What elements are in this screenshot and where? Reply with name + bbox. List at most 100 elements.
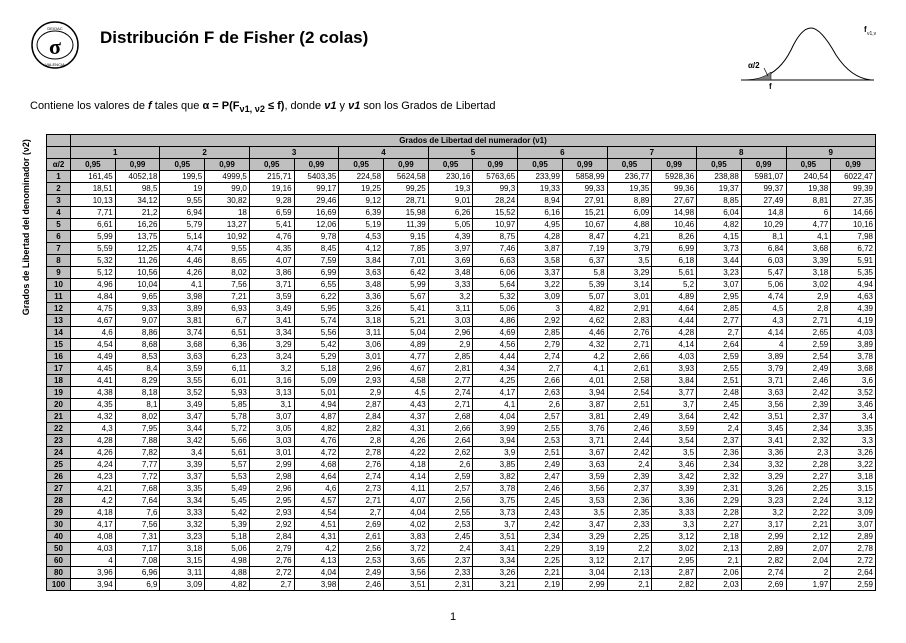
cell: 3,07 xyxy=(697,279,742,291)
cell: 2,74 xyxy=(741,567,786,579)
cell: 3,94 xyxy=(71,579,116,591)
cell: 2,59 xyxy=(697,351,742,363)
logo: σ DEIOAC VALENCIA xyxy=(30,20,80,70)
table-row: 154,548,683,686,363,295,423,064,892,94,5… xyxy=(47,339,876,351)
cell: 4,56 xyxy=(473,339,518,351)
cell: 4,68 xyxy=(294,459,339,471)
cell: 4,1 xyxy=(473,399,518,411)
cell: 4,64 xyxy=(652,303,697,315)
cell: 9,12 xyxy=(339,195,384,207)
cell: 6 xyxy=(786,207,831,219)
cell: 6,03 xyxy=(741,255,786,267)
cell: 2,22 xyxy=(786,507,831,519)
cell: 2,43 xyxy=(518,507,563,519)
corner-cell xyxy=(47,135,71,147)
cell: 3,7 xyxy=(473,519,518,531)
cell: 99,33 xyxy=(562,183,607,195)
cell: 5,41 xyxy=(249,219,294,231)
cell: 2,25 xyxy=(518,555,563,567)
alpha-header: 0,99 xyxy=(115,159,160,171)
cell: 5,72 xyxy=(205,423,250,435)
cell: 2,34 xyxy=(697,459,742,471)
cell: 3,98 xyxy=(160,291,205,303)
cell: 6022,47 xyxy=(831,171,876,183)
cell: 2,66 xyxy=(518,375,563,387)
cell: 3,42 xyxy=(160,435,205,447)
table-row: 254,247,773,395,572,994,682,764,182,63,8… xyxy=(47,459,876,471)
cell: 3,19 xyxy=(562,543,607,555)
cell: 5,66 xyxy=(205,435,250,447)
cell: 2,42 xyxy=(607,447,652,459)
cell: 3,69 xyxy=(428,255,473,267)
cell: 2,39 xyxy=(786,399,831,411)
cell: 3,94 xyxy=(473,435,518,447)
cell: 5403,35 xyxy=(294,171,339,183)
cell: 6,99 xyxy=(294,267,339,279)
cell: 3,2 xyxy=(741,507,786,519)
cell: 5,12 xyxy=(71,267,116,279)
table-row: 504,037,173,185,062,794,22,563,722,43,41… xyxy=(47,543,876,555)
cell: 3,41 xyxy=(249,315,294,327)
cell: 3,18 xyxy=(831,471,876,483)
cell: 4,58 xyxy=(384,375,429,387)
cell: 10,46 xyxy=(652,219,697,231)
cell: 2,9 xyxy=(428,339,473,351)
cell: 3,5 xyxy=(562,507,607,519)
cell: 4,12 xyxy=(339,243,384,255)
row-header: 11 xyxy=(47,291,71,303)
cell: 4,31 xyxy=(384,423,429,435)
cell: 99,3 xyxy=(473,183,518,195)
svg-text:f: f xyxy=(769,82,772,90)
cell: 30,82 xyxy=(205,195,250,207)
cell: 3,32 xyxy=(741,459,786,471)
row-header: 1 xyxy=(47,171,71,183)
table-row: 164,498,533,636,233,245,293,014,772,854,… xyxy=(47,351,876,363)
cell: 2,57 xyxy=(518,411,563,423)
cell: 6,26 xyxy=(428,207,473,219)
cell: 5763,65 xyxy=(473,171,518,183)
cell: 3,09 xyxy=(518,291,563,303)
cell: 29,46 xyxy=(294,195,339,207)
cell: 2,28 xyxy=(786,459,831,471)
cell: 2,7 xyxy=(697,327,742,339)
cell: 5,07 xyxy=(562,291,607,303)
cell: 2,9 xyxy=(786,291,831,303)
alpha-header: 0,99 xyxy=(294,159,339,171)
cell: 3,24 xyxy=(249,351,294,363)
numerator-group: 3 xyxy=(249,147,338,159)
table-row: 204,358,13,495,853,14,942,874,432,714,12… xyxy=(47,399,876,411)
cell: 6,9 xyxy=(115,579,160,591)
cell: 161,45 xyxy=(71,171,116,183)
table-row: 803,966,963,114,882,724,042,493,562,333,… xyxy=(47,567,876,579)
cell: 8,02 xyxy=(205,267,250,279)
cell: 8,02 xyxy=(115,411,160,423)
cell: 4 xyxy=(741,339,786,351)
cell: 10,67 xyxy=(562,219,607,231)
cell: 4,21 xyxy=(71,483,116,495)
cell: 2,49 xyxy=(518,459,563,471)
svg-text:σ: σ xyxy=(49,34,61,59)
cell: 3,46 xyxy=(831,399,876,411)
cell: 3,78 xyxy=(831,351,876,363)
cell: 2,4 xyxy=(428,543,473,555)
cell: 6,22 xyxy=(294,291,339,303)
cell: 3,56 xyxy=(741,399,786,411)
row-header: 7 xyxy=(47,243,71,255)
cell: 2,56 xyxy=(339,543,384,555)
page-number: 1 xyxy=(30,611,876,623)
row-header: 21 xyxy=(47,411,71,423)
cell: 4,22 xyxy=(384,447,429,459)
cell: 4,07 xyxy=(384,495,429,507)
cell: 8,86 xyxy=(115,327,160,339)
cell: 4,39 xyxy=(428,231,473,243)
cell: 9,78 xyxy=(294,231,339,243)
row-header: 8 xyxy=(47,255,71,267)
row-header: 23 xyxy=(47,435,71,447)
cell: 9,15 xyxy=(384,231,429,243)
cell: 2,04 xyxy=(786,555,831,567)
cell: 4,02 xyxy=(384,519,429,531)
cell: 14,66 xyxy=(831,207,876,219)
cell: 18,51 xyxy=(71,183,116,195)
cell: 2,82 xyxy=(652,579,697,591)
cell: 3,41 xyxy=(473,543,518,555)
